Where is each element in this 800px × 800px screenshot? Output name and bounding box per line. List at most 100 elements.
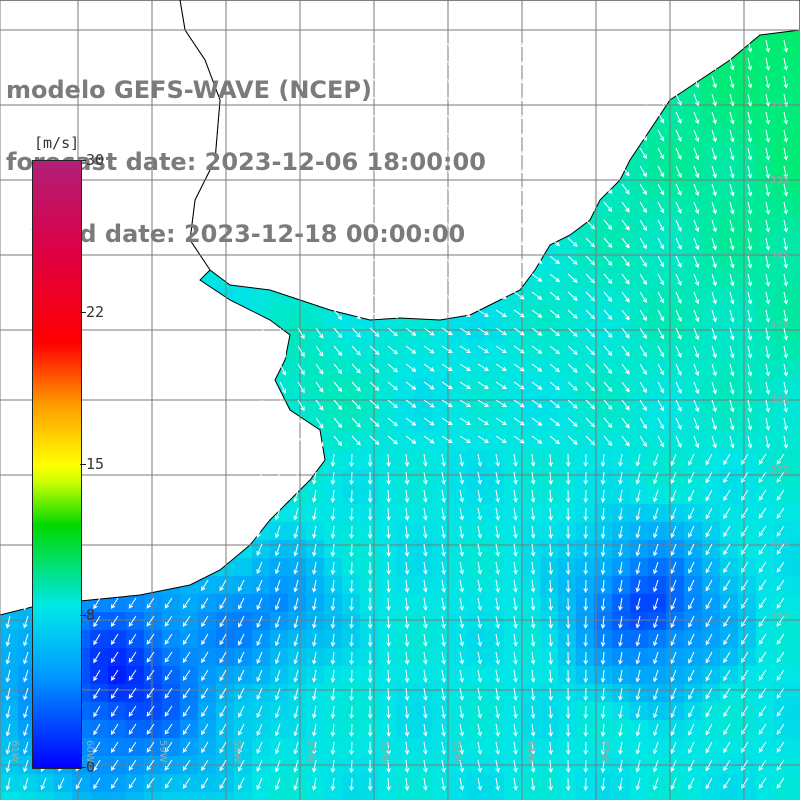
wind-cell: [684, 288, 702, 306]
wind-arrow: [261, 345, 268, 359]
wind-arrow: [312, 597, 317, 611]
wind-arrow: [387, 75, 398, 85]
wind-cell: [504, 378, 522, 396]
wind-arrow: [549, 165, 561, 175]
wind-cell: [306, 360, 324, 378]
wind-cell: [432, 342, 450, 360]
wind-arrow: [495, 489, 500, 503]
wind-cell: [720, 648, 738, 666]
wind-cell: [774, 216, 792, 234]
wind-cell: [234, 792, 252, 800]
wind-arrow: [293, 615, 299, 629]
wind-arrow: [495, 669, 500, 683]
wind-cell: [648, 180, 666, 198]
wind-cell: [702, 684, 720, 702]
wind-arrow: [670, 615, 677, 629]
wind-cell: [684, 414, 702, 432]
wind-arrow: [367, 651, 373, 666]
wind-arrow: [441, 39, 453, 48]
wind-arrow: [747, 417, 753, 431]
wind-arrow: [459, 309, 471, 318]
wind-cell: [666, 648, 684, 666]
wind-cell: [414, 342, 432, 360]
wind-arrow: [279, 345, 287, 358]
wind-arrow: [513, 615, 518, 629]
wind-cell: [396, 576, 414, 594]
wind-cell: [648, 612, 666, 630]
wind-cell: [702, 216, 720, 234]
wind-arrow: [513, 489, 518, 503]
wind-arrow: [711, 75, 717, 89]
wind-cell: [540, 540, 558, 558]
wind-arrow: [783, 273, 789, 287]
wind-arrow: [404, 489, 410, 503]
wind-cell: [450, 504, 468, 522]
wind-arrow: [477, 93, 489, 102]
wind-arrow: [477, 111, 489, 120]
wind-arrow: [549, 237, 561, 247]
scale-tick-label: 0: [86, 758, 96, 776]
wind-arrow: [530, 669, 536, 683]
wind-cell: [558, 774, 576, 792]
wind-arrow: [351, 327, 361, 338]
wind-arrow: [459, 363, 471, 372]
wind-arrow: [387, 309, 398, 319]
wind-arrow: [369, 75, 380, 85]
wind-arrow: [219, 579, 227, 592]
wind-cell: [720, 288, 738, 306]
wind-arrow: [423, 291, 435, 300]
wind-arrow: [349, 723, 354, 738]
wind-arrow: [711, 309, 717, 323]
wind-arrow: [459, 255, 471, 264]
wind-arrow: [639, 75, 647, 88]
wind-arrow: [513, 777, 518, 791]
wind-arrow: [330, 597, 336, 611]
wind-arrow: [274, 705, 281, 719]
wind-arrow: [477, 759, 483, 773]
wind-arrow: [93, 687, 101, 700]
wind-arrow: [459, 759, 465, 773]
wind-cell: [360, 666, 378, 684]
wind-arrow: [330, 615, 336, 629]
wind-arrow: [670, 741, 677, 755]
wind-cell: [108, 684, 126, 702]
wind-cell: [486, 432, 504, 450]
wind-cell: [450, 486, 468, 504]
wind-arrow: [405, 111, 417, 120]
wind-cell: [342, 774, 360, 792]
wind-arrow: [618, 489, 623, 503]
wind-arrow: [693, 363, 700, 377]
wind-arrow: [531, 147, 543, 156]
wind-cell: [450, 774, 468, 792]
wind-cell: [630, 342, 648, 360]
longitude-label: 53W: [599, 740, 610, 763]
wind-arrow: [387, 237, 398, 247]
wind-arrow: [405, 183, 417, 192]
wind-arrow: [530, 705, 536, 719]
wind-cell: [108, 666, 126, 684]
wind-arrow: [441, 75, 453, 84]
wind-arrow: [351, 219, 361, 230]
wind-arrow: [549, 147, 561, 157]
wind-cell: [522, 576, 540, 594]
wind-cell: [90, 630, 108, 648]
wind-arrow: [711, 291, 717, 305]
wind-arrow: [330, 453, 336, 467]
wind-cell: [792, 72, 800, 90]
wind-arrow: [293, 543, 299, 557]
wind-cell: [486, 396, 504, 414]
wind-cell: [252, 648, 270, 666]
wind-cell: [774, 198, 792, 216]
color-scale-bar: [32, 160, 82, 769]
wind-cell: [396, 486, 414, 504]
wind-cell: [252, 288, 270, 306]
wind-arrow: [312, 651, 317, 665]
wind-arrow: [369, 147, 380, 157]
wind-arrow: [653, 525, 659, 539]
wind-arrow: [688, 723, 695, 736]
wind-arrow: [386, 615, 391, 630]
wind-arrow: [675, 57, 682, 70]
wind-arrow: [693, 147, 700, 161]
wind-cell: [612, 216, 630, 234]
wind-cell: [630, 180, 648, 198]
